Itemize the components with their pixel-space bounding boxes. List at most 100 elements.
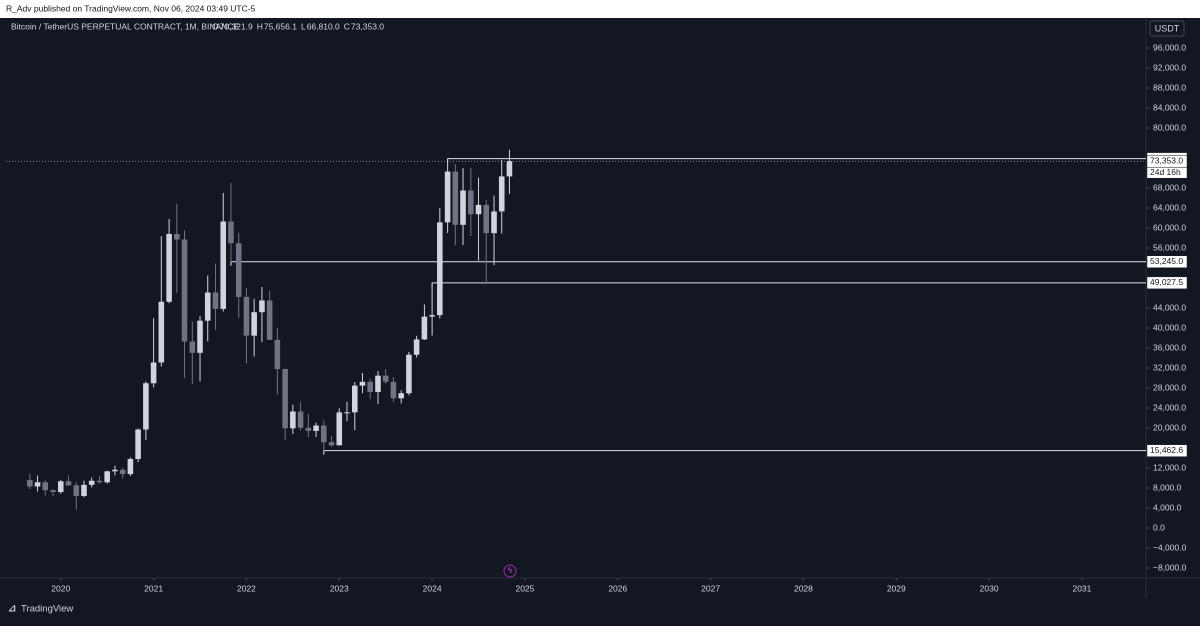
candle-body xyxy=(390,381,397,399)
candle-body xyxy=(135,429,141,459)
candle-body xyxy=(57,481,64,493)
y-tick-label: 12,000.0 xyxy=(1153,462,1186,472)
y-tick-label: 32,000.0 xyxy=(1153,362,1186,372)
candle-body xyxy=(382,375,389,382)
candle-body xyxy=(65,481,72,486)
x-tick-label: 2027 xyxy=(701,583,720,593)
candle-body xyxy=(460,190,466,225)
x-tick-label: 2031 xyxy=(1072,583,1091,593)
brand: TradingView xyxy=(21,604,73,615)
candle-body xyxy=(367,381,373,392)
candle-body xyxy=(475,204,482,215)
candle-body xyxy=(452,171,459,225)
y-tick-label: 36,000.0 xyxy=(1153,342,1186,352)
ohlc-value: 66,810.0 xyxy=(307,21,340,31)
candle-body xyxy=(491,211,497,234)
ohlc-prefix: H xyxy=(257,21,263,31)
x-tick-label: 2021 xyxy=(144,583,163,593)
candle-body xyxy=(336,412,343,446)
candle-body xyxy=(274,339,281,369)
candle-body xyxy=(498,176,505,212)
y-tick-label: −8,000.0 xyxy=(1153,562,1187,572)
level-label: 53,245.0 xyxy=(1150,256,1183,266)
candle-body xyxy=(150,362,157,384)
candle-body xyxy=(81,484,87,496)
candle-body xyxy=(220,221,227,309)
candle-body xyxy=(243,296,250,336)
currency: USDT xyxy=(1155,23,1180,33)
candle-body xyxy=(483,204,490,234)
candle-body xyxy=(251,312,257,336)
candle-body xyxy=(375,375,381,392)
x-tick-label: 2026 xyxy=(608,583,627,593)
y-tick-label: 64,000.0 xyxy=(1153,202,1186,212)
candle-body xyxy=(96,480,103,483)
candle-body xyxy=(158,301,165,363)
currency-box xyxy=(1149,20,1185,37)
candle-body xyxy=(259,300,265,313)
candle-body xyxy=(413,339,420,355)
publisher-line: R_Adv published on TradingView.com, Nov … xyxy=(6,3,256,13)
candle-body xyxy=(181,239,188,342)
y-tick-label: 96,000.0 xyxy=(1153,42,1186,52)
brand-icon: ⊿ xyxy=(8,604,16,615)
candle-body xyxy=(189,341,196,353)
ohlc-prefix: L xyxy=(301,21,306,31)
candle-body xyxy=(437,222,443,316)
x-tick-label: 2030 xyxy=(980,583,999,593)
level-label-box xyxy=(1146,444,1188,457)
candle-body xyxy=(506,161,513,177)
candle-body xyxy=(143,383,149,430)
candle-body xyxy=(429,315,435,317)
candle-body xyxy=(359,381,366,386)
candle-body xyxy=(88,480,95,485)
level-label: 49,027.5 xyxy=(1150,277,1183,287)
last-price-label: 73,353.0 xyxy=(1150,155,1183,165)
candle-body xyxy=(468,190,474,215)
candle-body xyxy=(119,469,126,475)
candle-body xyxy=(166,234,172,302)
countdown: 24d 16h xyxy=(1150,167,1181,177)
y-tick-label: 20,000.0 xyxy=(1153,422,1186,432)
candle-body xyxy=(112,469,118,472)
level-label-box xyxy=(1146,276,1188,290)
y-tick-label: 4,000.0 xyxy=(1153,502,1182,512)
countdown-box xyxy=(1146,166,1188,179)
y-tick-label: 60,000.0 xyxy=(1153,222,1186,232)
candle-body xyxy=(406,354,412,394)
y-tick-label: 92,000.0 xyxy=(1153,62,1186,72)
candle-body xyxy=(290,411,296,429)
ohlc-prefix: C xyxy=(344,21,350,31)
x-tick-label: 2028 xyxy=(794,583,813,593)
candle-body xyxy=(127,459,134,475)
candle-body xyxy=(235,243,242,297)
y-tick-label: 80,000.0 xyxy=(1153,122,1186,132)
footer xyxy=(0,598,1200,621)
x-tick-label: 2024 xyxy=(423,583,442,593)
candle-body xyxy=(305,427,312,431)
candle-body xyxy=(444,171,451,223)
ohlc-value: 73,353.0 xyxy=(351,21,384,31)
candle-body xyxy=(313,425,319,431)
x-tick-label: 2023 xyxy=(330,583,349,593)
candle-body xyxy=(421,316,428,340)
y-tick-label: 0.0 xyxy=(1153,522,1165,532)
y-tick-label: 28,000.0 xyxy=(1153,382,1186,392)
candle-body xyxy=(228,221,234,244)
y-tick-label: 40,000.0 xyxy=(1153,322,1186,332)
candle-body xyxy=(297,411,304,428)
candle-body xyxy=(50,490,56,493)
candle-body xyxy=(351,385,358,413)
event-icon xyxy=(503,564,517,578)
candle-body xyxy=(174,234,180,240)
candle-body xyxy=(204,292,211,321)
candle-body xyxy=(398,393,404,399)
y-tick-label: 88,000.0 xyxy=(1153,82,1186,92)
chart-title: Bitcoin / TetherUS PERPETUAL CONTRACT, 1… xyxy=(11,21,239,31)
candle-body xyxy=(344,412,350,414)
publisher-bar xyxy=(0,0,1200,18)
candle-body xyxy=(197,320,203,353)
